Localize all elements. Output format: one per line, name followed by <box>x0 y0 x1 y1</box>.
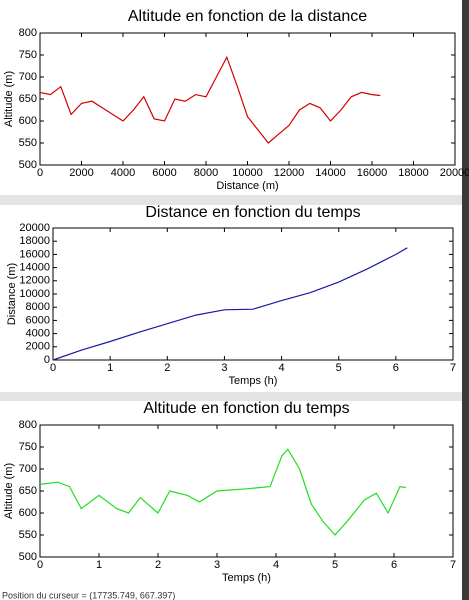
y-tick-label: 20000 <box>19 222 50 234</box>
panel-separator <box>0 392 469 401</box>
y-axis-label: Distance (m) <box>6 263 18 325</box>
axes-box <box>39 424 454 558</box>
data-line <box>52 247 408 361</box>
y-tick-label: 12000 <box>19 275 50 287</box>
x-tick-label: 4 <box>273 559 279 571</box>
chart-title: Altitude en fonction du temps <box>143 400 349 417</box>
y-axis-label: Altitude (m) <box>3 71 15 127</box>
y-tick-label: 16000 <box>19 248 50 260</box>
y-tick-label: 18000 <box>19 235 50 247</box>
x-tick-label: 5 <box>336 362 342 374</box>
x-tick-label: 7 <box>450 362 456 374</box>
y-tick-label: 750 <box>19 49 37 61</box>
y-tick-label: 550 <box>19 529 37 541</box>
x-axis-label: Temps (h) <box>222 572 271 584</box>
y-tick-label: 550 <box>19 137 37 149</box>
y-tick-label: 650 <box>19 93 37 105</box>
x-tick-label: 10000 <box>232 167 263 179</box>
y-tick-label: 8000 <box>26 301 50 313</box>
axes-box <box>39 32 456 166</box>
x-tick-label: 2 <box>164 362 170 374</box>
x-tick-label: 2000 <box>69 167 93 179</box>
chart-title: Distance en fonction du temps <box>145 204 360 221</box>
x-tick-label: 6 <box>391 559 397 571</box>
y-tick-label: 800 <box>19 27 37 39</box>
x-tick-label: 16000 <box>357 167 388 179</box>
panel-separator <box>0 195 469 205</box>
y-tick-label: 600 <box>19 115 37 127</box>
x-tick-label: 6 <box>393 362 399 374</box>
x-tick-label: 2 <box>155 559 161 571</box>
y-axis-label: Altitude (m) <box>3 463 15 519</box>
window-edge <box>462 0 469 600</box>
y-tick-label: 0 <box>44 354 50 366</box>
y-tick-label: 700 <box>19 71 37 83</box>
x-tick-label: 12000 <box>274 167 305 179</box>
x-tick-label: 14000 <box>315 167 346 179</box>
y-tick-label: 600 <box>19 507 37 519</box>
x-tick-label: 1 <box>107 362 113 374</box>
y-tick-label: 700 <box>19 463 37 475</box>
x-tick-label: 0 <box>50 362 56 374</box>
chart-title: Altitude en fonction de la distance <box>128 8 367 25</box>
y-tick-label: 2000 <box>26 341 50 353</box>
y-tick-label: 500 <box>19 159 37 171</box>
x-tick-label: 4 <box>279 362 285 374</box>
status-text: Position du curseur = (17735.749, 667.39… <box>2 590 175 600</box>
x-tick-label: 20000 <box>440 167 469 179</box>
x-axis-label: Temps (h) <box>229 375 278 387</box>
y-tick-label: 10000 <box>19 288 50 300</box>
y-tick-label: 6000 <box>26 314 50 326</box>
x-tick-label: 8000 <box>194 167 218 179</box>
data-line <box>39 55 381 144</box>
y-tick-label: 750 <box>19 441 37 453</box>
x-tick-label: 7 <box>450 559 456 571</box>
data-line <box>39 448 406 536</box>
x-tick-label: 5 <box>332 559 338 571</box>
x-tick-label: 1 <box>96 559 102 571</box>
x-tick-label: 0 <box>37 167 43 179</box>
x-tick-label: 18000 <box>398 167 429 179</box>
y-tick-label: 14000 <box>19 262 50 274</box>
x-tick-label: 3 <box>214 559 220 571</box>
y-tick-label: 500 <box>19 551 37 563</box>
y-tick-label: 650 <box>19 485 37 497</box>
y-tick-label: 4000 <box>26 328 50 340</box>
x-tick-label: 0 <box>37 559 43 571</box>
x-axis-label: Distance (m) <box>216 180 278 192</box>
x-tick-label: 3 <box>221 362 227 374</box>
y-tick-label: 800 <box>19 419 37 431</box>
x-tick-label: 4000 <box>111 167 135 179</box>
x-tick-label: 6000 <box>152 167 176 179</box>
